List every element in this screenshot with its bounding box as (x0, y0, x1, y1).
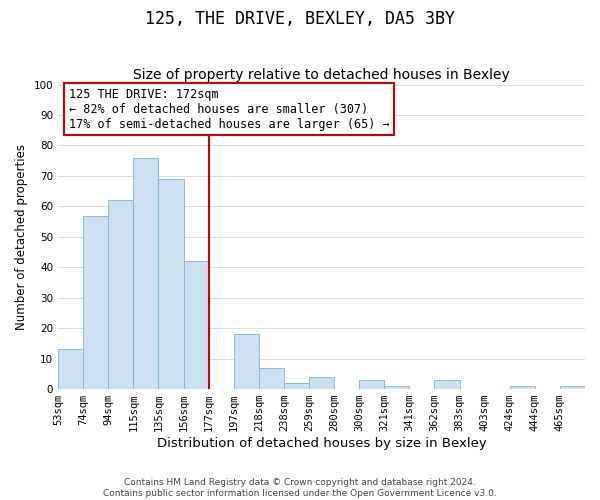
Text: Contains HM Land Registry data © Crown copyright and database right 2024.
Contai: Contains HM Land Registry data © Crown c… (103, 478, 497, 498)
Bar (309, 377, 334, 389)
Text: 125, THE DRIVE, BEXLEY, DA5 3BY: 125, THE DRIVE, BEXLEY, DA5 3BY (145, 10, 455, 28)
Bar (560, 386, 585, 389)
Y-axis label: Number of detached properties: Number of detached properties (15, 144, 28, 330)
Bar (184, 261, 209, 389)
X-axis label: Distribution of detached houses by size in Bexley: Distribution of detached houses by size … (157, 437, 487, 450)
Bar (83, 216, 108, 389)
Bar (58, 350, 83, 389)
Bar (384, 386, 409, 389)
Bar (158, 179, 184, 389)
Bar (359, 380, 384, 389)
Text: 125 THE DRIVE: 172sqm
← 82% of detached houses are smaller (307)
17% of semi-det: 125 THE DRIVE: 172sqm ← 82% of detached … (68, 88, 389, 130)
Title: Size of property relative to detached houses in Bexley: Size of property relative to detached ho… (133, 68, 510, 82)
Bar (233, 334, 259, 389)
Bar (108, 200, 133, 389)
Bar (434, 380, 460, 389)
Bar (510, 386, 535, 389)
Bar (133, 158, 158, 389)
Bar (259, 368, 284, 389)
Bar (284, 383, 309, 389)
